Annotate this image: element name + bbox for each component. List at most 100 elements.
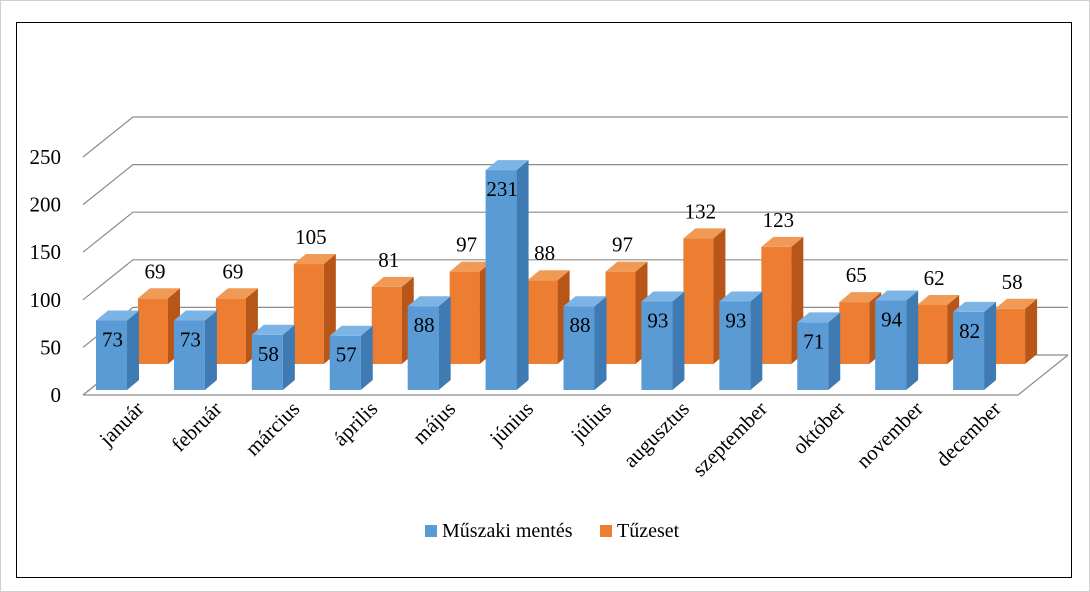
data-label-muszaki: 73 (180, 328, 201, 352)
gridline (82, 211, 1068, 253)
bar-tuzeset (995, 308, 1026, 364)
data-label-muszaki: 231 (486, 177, 518, 201)
data-label-muszaki: 82 (959, 319, 980, 343)
bar-top (917, 294, 960, 305)
bar-side (828, 312, 841, 390)
legend-item: Tűzeset (600, 520, 680, 542)
bar-top (173, 310, 217, 321)
bar-muszaki (485, 170, 517, 390)
bars (96, 160, 1038, 390)
data-label-tuzeset: 123 (763, 208, 795, 232)
x-tick-label: január (94, 397, 149, 452)
x-tick-label: május (408, 397, 460, 449)
bar-tuzeset (371, 286, 402, 364)
bar-muszaki (329, 335, 361, 390)
y-tick-label: 50 (40, 335, 61, 359)
bar-tuzeset (917, 304, 948, 364)
y-tick-label: 100 (30, 288, 62, 312)
bar-side (594, 296, 607, 390)
data-label-muszaki: 93 (725, 308, 746, 332)
data-label-muszaki: 73 (102, 328, 123, 352)
bar-side (516, 160, 529, 390)
bar-top (138, 288, 180, 299)
bar-top (96, 310, 139, 321)
bar-muszaki (251, 334, 283, 390)
bar-top (875, 290, 919, 301)
bar-muszaki (641, 301, 673, 390)
bar-muszaki (719, 301, 751, 390)
bar-tuzeset (683, 238, 714, 364)
x-tick-label: november (851, 397, 927, 473)
data-label-muszaki: 57 (336, 343, 357, 367)
bar-top (641, 291, 685, 302)
legend-label: Tűzeset (617, 520, 680, 542)
bar-top (605, 261, 648, 272)
bar-muszaki (173, 320, 205, 390)
bar-side (438, 296, 451, 390)
bar-muszaki (407, 306, 439, 390)
x-tick-label: október (787, 397, 849, 459)
data-labels: 69 73 69 73 105 58 81 57 97 88 88 231 97 88 132 93 123 93… (102, 177, 1023, 367)
bar-side (672, 291, 685, 390)
bar-tuzeset (138, 298, 168, 364)
data-label-tuzeset: 69 (145, 259, 166, 283)
bar-top (215, 288, 258, 299)
bar-tuzeset (761, 246, 792, 364)
legend-swatch (425, 525, 437, 537)
bar-top (683, 228, 726, 239)
gridline (82, 116, 1068, 158)
bar-tuzeset (449, 271, 480, 364)
y-tick-label: 200 (30, 193, 62, 217)
data-label-tuzeset: 105 (295, 225, 327, 249)
bar-top (761, 236, 804, 247)
bar-top (719, 291, 763, 302)
bar-top (371, 276, 414, 287)
bar-top (563, 296, 607, 307)
data-label-tuzeset: 58 (1002, 270, 1023, 294)
x-tick-label: augusztus (618, 397, 694, 473)
bar-muszaki (953, 311, 985, 390)
data-label-muszaki: 94 (881, 308, 903, 332)
legend-label: Műszaki mentés (442, 520, 573, 542)
bar-side (1025, 298, 1038, 364)
gridline (82, 259, 1068, 301)
bar-top (995, 298, 1038, 309)
x-axis-labels: január február március április május június jú… (94, 397, 1006, 482)
bar-side (127, 310, 139, 390)
data-label-tuzeset: 97 (456, 233, 477, 257)
x-tick-label: június (484, 397, 538, 451)
bar-muszaki (797, 322, 829, 390)
bar-tuzeset (839, 302, 870, 364)
legend: Műszaki mentés Tűzeset (425, 520, 680, 542)
bar-side (906, 290, 919, 390)
bar-top (839, 292, 882, 303)
x-tick-label: szeptember (687, 397, 772, 482)
data-label-tuzeset: 132 (685, 199, 717, 223)
x-tick-label: április (328, 397, 382, 451)
bar-top (251, 324, 295, 335)
data-label-muszaki: 93 (647, 308, 668, 332)
y-tick-label: 0 (51, 383, 62, 407)
bar-side (360, 325, 373, 390)
data-label-muszaki: 58 (258, 342, 279, 366)
legend-swatch (600, 525, 612, 537)
bar-muszaki (563, 306, 595, 390)
data-label-tuzeset: 69 (222, 259, 243, 283)
data-label-muszaki: 88 (570, 313, 591, 337)
data-label-tuzeset: 81 (378, 248, 399, 272)
bar-tuzeset (215, 298, 246, 364)
x-tick-label: március (240, 397, 304, 461)
data-label-tuzeset: 65 (846, 263, 867, 287)
bar-top (485, 160, 529, 171)
x-tick-label: február (167, 397, 227, 457)
bar-top (329, 325, 373, 336)
bar-tuzeset (527, 280, 558, 364)
bar-muszaki (96, 320, 127, 390)
bar-top (449, 261, 492, 272)
bar-top (797, 312, 841, 323)
data-label-muszaki: 88 (414, 313, 435, 337)
bar-top (293, 254, 336, 265)
bar-muszaki (875, 300, 907, 390)
y-axis-ticks: 0 50 100 150 200 250 (30, 145, 62, 407)
